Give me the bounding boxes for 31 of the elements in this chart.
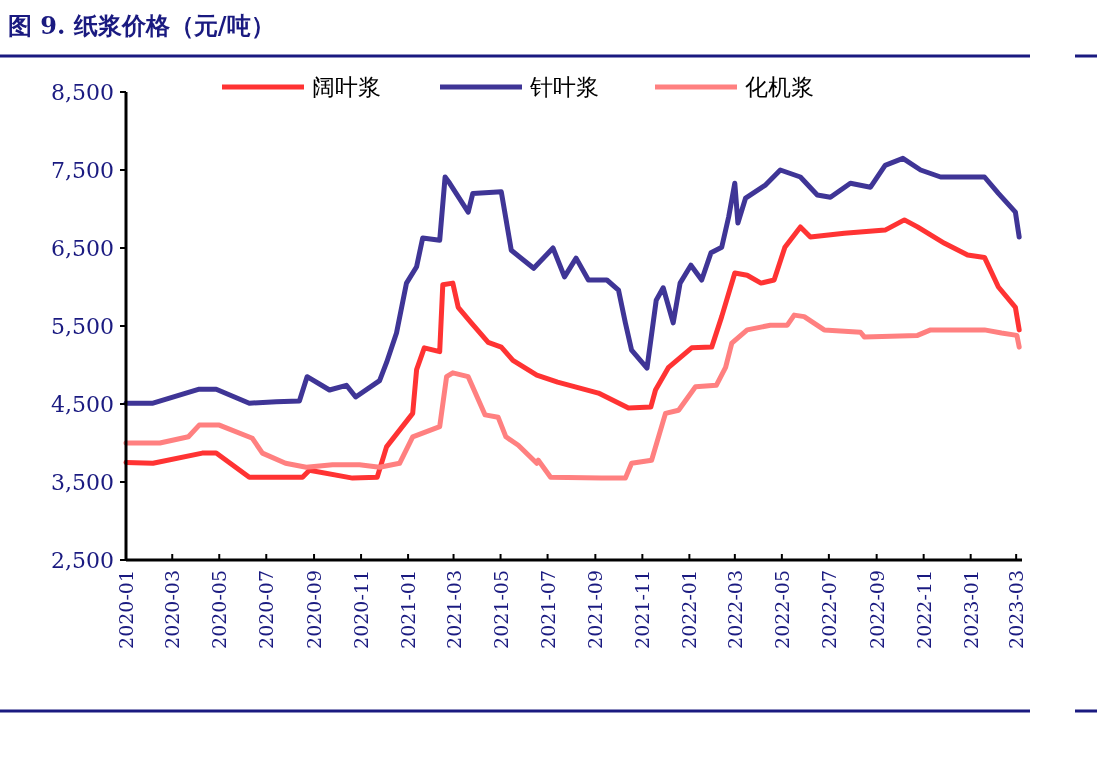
x-tick-label: 2021-07 bbox=[536, 570, 559, 649]
x-tick-label: 2021-01 bbox=[397, 570, 420, 649]
x-tick-label: 2021-09 bbox=[584, 570, 607, 649]
x-tick-label: 2021-05 bbox=[489, 570, 512, 649]
y-tick-label: 8,500 bbox=[51, 80, 114, 105]
chart-title: 图 9. 纸浆价格（元/吨） bbox=[8, 11, 275, 40]
x-tick-label: 2022-07 bbox=[817, 570, 840, 649]
x-tick-label: 2021-03 bbox=[442, 570, 465, 649]
x-tick-label: 2021-11 bbox=[631, 570, 654, 649]
x-tick-label: 2020-05 bbox=[208, 570, 231, 649]
legend-label: 针叶浆 bbox=[529, 74, 599, 100]
y-tick-label: 2,500 bbox=[51, 548, 114, 573]
x-tick-label: 2022-09 bbox=[865, 570, 888, 649]
y-tick-label: 4,500 bbox=[51, 392, 114, 417]
y-tick-label: 5,500 bbox=[51, 314, 114, 339]
y-tick-label: 7,500 bbox=[51, 158, 114, 183]
y-tick-label: 6,500 bbox=[51, 236, 114, 261]
x-tick-label: 2020-11 bbox=[350, 570, 373, 649]
x-tick-label: 2020-09 bbox=[303, 570, 326, 649]
x-tick-label: 2022-03 bbox=[723, 570, 746, 649]
x-tick-label: 2022-11 bbox=[912, 570, 935, 649]
x-tick-label: 2020-03 bbox=[161, 570, 184, 649]
x-tick-label: 2023-03 bbox=[1005, 570, 1028, 649]
x-tick-label: 2022-05 bbox=[770, 570, 793, 649]
x-tick-label: 2022-01 bbox=[678, 570, 701, 649]
x-tick-label: 2020-01 bbox=[115, 570, 137, 649]
legend-label: 化机浆 bbox=[745, 74, 814, 100]
y-tick-label: 3,500 bbox=[51, 470, 114, 495]
legend-label: 阔叶浆 bbox=[312, 74, 381, 100]
x-tick-label: 2020-07 bbox=[255, 570, 278, 649]
x-tick-label: 2023-01 bbox=[959, 570, 982, 649]
